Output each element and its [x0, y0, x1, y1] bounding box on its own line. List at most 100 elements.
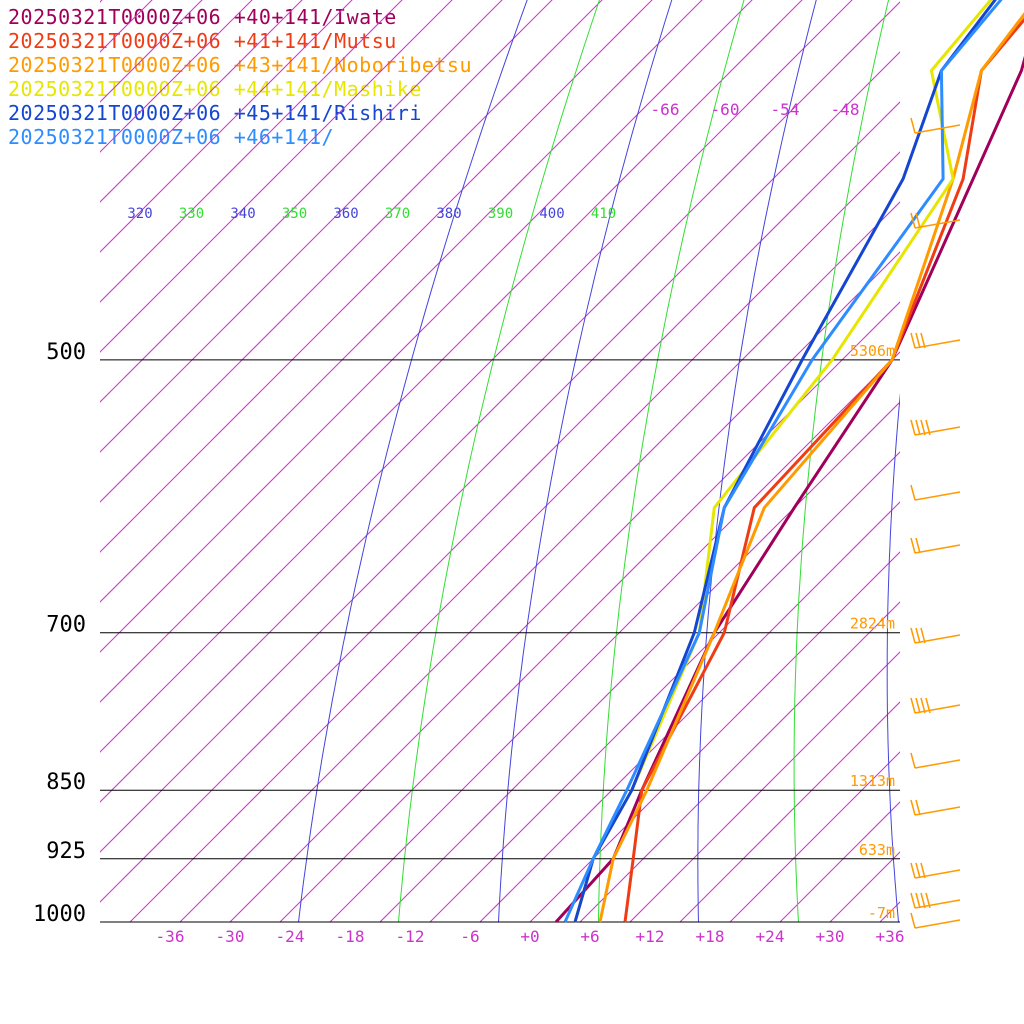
legend-item-iwate: 20250321T0000Z+06 +40+141/Iwate [8, 5, 397, 29]
theta-label: 390 [488, 206, 513, 222]
theta-label: 380 [436, 206, 461, 222]
wind-barb-flag [925, 892, 931, 909]
height-label: 1313m [850, 772, 895, 790]
isotherm-line [229, 251, 900, 923]
temperature-tick-label: +18 [696, 927, 725, 946]
temperature-tick-label: -18 [336, 927, 365, 946]
theta-label: 350 [282, 206, 307, 222]
dry-adiabat-line [598, 0, 745, 923]
wind-barb [910, 419, 961, 436]
wind-barb-flag [910, 212, 916, 229]
wind-barb-flag [915, 419, 921, 436]
wind-barb-flag [915, 627, 921, 644]
isotherm-grid [100, 0, 1024, 923]
temperature-tick-label: +0 [520, 927, 539, 946]
wind-barb-flag [925, 419, 931, 436]
dry-adiabat-line [886, 392, 900, 923]
sounding-series [554, 0, 1024, 924]
theta-label: 370 [385, 206, 410, 222]
wind-barb [910, 117, 961, 134]
wind-barb-flag [910, 752, 916, 769]
wind-barb [910, 332, 961, 349]
wind-barb-flag [920, 332, 926, 349]
wind-barb-flag [910, 332, 916, 349]
temperature-tick-label: -12 [396, 927, 425, 946]
wind-barb-flag [910, 799, 916, 816]
wind-barb [910, 912, 961, 929]
isotherm-line [100, 0, 803, 703]
wind-barb-staff [914, 426, 961, 436]
isotherm-line [179, 201, 900, 923]
temperature-tick-label: +24 [756, 927, 785, 946]
wind-barb-flag [925, 697, 931, 714]
legend-item-rishiri: 20250321T0000Z+06 +45+141/Rishiri [8, 101, 422, 125]
wind-barb-flag [910, 912, 916, 929]
isotherm-line [980, 0, 1024, 922]
pressure-label: 1000 [33, 902, 86, 927]
isotherm-line [100, 0, 753, 653]
wind-barb [910, 537, 961, 554]
isotherm-line [779, 801, 900, 923]
wind-barb-flag [915, 862, 921, 879]
wind-barb-staff [914, 704, 961, 714]
pressure-label: 700 [46, 613, 86, 638]
wind-barb-staff [914, 806, 961, 816]
temperature-tick-label: +36 [876, 927, 905, 946]
wind-barb-staff [914, 899, 961, 909]
pressure-label: 850 [46, 770, 86, 795]
pressure-label: 925 [46, 839, 86, 864]
wind-barb-flag [915, 799, 921, 816]
theta-label: 330 [179, 206, 204, 222]
wind-barb-flag [920, 627, 926, 644]
dry-adiabat-line [398, 0, 600, 923]
wind-barb-flag [910, 892, 916, 909]
isotherm-line [879, 901, 900, 923]
dry-adiabat-grid [298, 0, 1024, 923]
height-label: -7m [868, 904, 895, 922]
wind-barb-flag [910, 697, 916, 714]
isotherm-line [100, 51, 900, 853]
temperature-tick-label: -36 [156, 927, 185, 946]
isotherm-line [429, 451, 900, 923]
isobar-grid [100, 359, 900, 923]
temperature-tick-label: -24 [276, 927, 305, 946]
isotherm-line [100, 101, 900, 903]
isotherm-line [100, 0, 703, 603]
wind-barb-flag [920, 697, 926, 714]
dry-adiabat-line [793, 0, 890, 923]
height-label: 2824m [850, 615, 895, 633]
wind-barb-flag [915, 697, 921, 714]
series-line [554, 55, 1024, 924]
wind-barb-staff [914, 339, 961, 349]
legend: 20250321T0000Z+06 +40+141/Iwate 20250321… [8, 5, 472, 149]
wind-barb-flag [910, 419, 916, 436]
legend-item-46-141: 20250321T0000Z+06 +46+141/ [8, 125, 335, 149]
isotherm-line [129, 151, 900, 923]
wind-barb-flag [920, 419, 926, 436]
temperature-tick-label: +30 [816, 927, 845, 946]
theta-label: 320 [127, 206, 152, 222]
wind-barb-flag [915, 332, 921, 349]
wind-barb-staff [914, 869, 961, 879]
wind-barb-flag [915, 892, 921, 909]
height-label: 633m [859, 841, 895, 859]
isotherm-line [379, 401, 900, 923]
temperature-tick-label: -30 [216, 927, 245, 946]
dry-adiabat-line [298, 0, 528, 923]
theta-label: 410 [591, 206, 616, 222]
wind-barb-staff [914, 124, 961, 134]
temperature-tick-label: -66 [651, 100, 680, 119]
dry-adiabat-line [977, 0, 1024, 922]
wind-barb [910, 752, 961, 769]
wind-barb-flag [910, 627, 916, 644]
legend-item-mashike: 20250321T0000Z+06 +44+141/Mashike [8, 77, 422, 101]
wind-barb-flag [910, 862, 916, 879]
temperature-tick-label: -54 [771, 100, 800, 119]
dry-adiabat-line [498, 0, 673, 923]
wind-barb [910, 892, 961, 909]
wind-barb [910, 627, 961, 644]
series-line [563, 0, 1003, 923]
wind-barb-staff [914, 919, 961, 929]
wind-barb-flag [910, 537, 916, 554]
